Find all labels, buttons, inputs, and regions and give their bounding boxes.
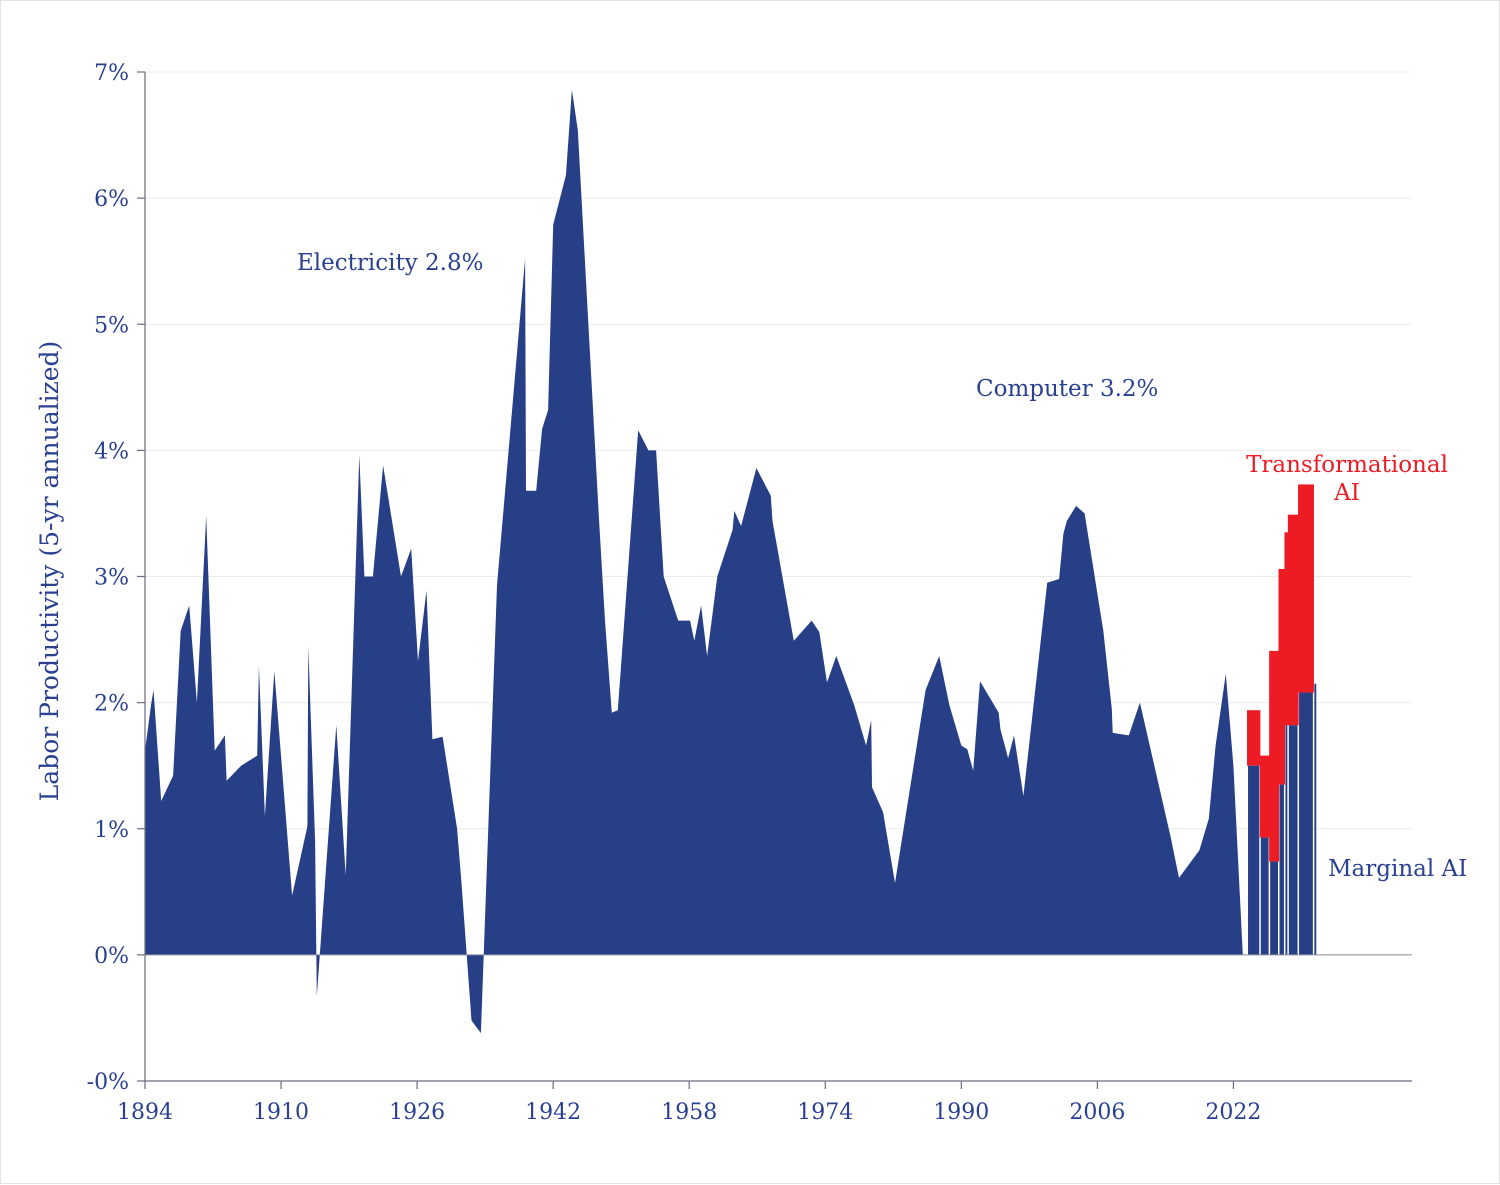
y-tick-label: 2% (94, 692, 129, 717)
marginal-ai-bar (1288, 725, 1298, 955)
y-tick-label: 3% (94, 566, 129, 591)
marginal-ai-bar (1248, 765, 1260, 955)
x-tick-label: 1910 (253, 1100, 309, 1125)
marginal-ai-bar (1270, 861, 1278, 955)
transformational-ai-bar (1284, 532, 1289, 726)
marginal-ai-bar (1279, 784, 1284, 955)
x-tick-label: 1942 (525, 1100, 581, 1125)
y-tick-label: -0% (87, 1070, 129, 1095)
x-tick-label: 2022 (1205, 1100, 1261, 1125)
x-tick-label: 1894 (117, 1100, 173, 1125)
y-tick-label: 4% (94, 439, 129, 464)
annotation-electricity: Electricity 2.8% (297, 250, 483, 276)
axes: 7% 6% 5% 4% 3% 2% 1% 0% -0% 1894 1910 1926 1942 1958 1… (87, 61, 1412, 1125)
transformational-ai-bar (1298, 484, 1314, 693)
transformational-ai-bar (1278, 568, 1286, 785)
historical-productivity-area (145, 89, 1243, 1034)
x-tick-label: 2006 (1069, 1100, 1125, 1125)
annotation-marginal-ai: Marginal AI (1328, 856, 1467, 882)
annotation-transformational-ai-line1: Transformational (1246, 452, 1448, 478)
marginal-ai-bar (1299, 692, 1313, 955)
y-tick-label: 1% (94, 818, 129, 843)
annotation-computer: Computer 3.2% (976, 376, 1158, 402)
transformational-ai-bar (1269, 650, 1280, 862)
x-tick-label: 1926 (389, 1100, 445, 1125)
marginal-ai-bar (1285, 725, 1288, 955)
x-tick-label: 1974 (797, 1100, 853, 1125)
marginal-ai-bar (1260, 837, 1269, 955)
transformational-ai-bar (1287, 514, 1299, 726)
annotation-transformational-ai-line2: AI (1333, 480, 1360, 506)
y-tick-label: 5% (94, 313, 129, 338)
x-tick-label: 1990 (933, 1100, 989, 1125)
marginal-ai-bar (1314, 683, 1317, 955)
y-axis-label: Labor Productivity (5-yr annualized) (35, 341, 64, 802)
y-tick-label: 0% (94, 944, 129, 969)
y-tick-label: 6% (94, 187, 129, 212)
chart-marks (145, 89, 1317, 1034)
transformational-ai-bar (1259, 755, 1270, 838)
x-tick-label: 1958 (661, 1100, 717, 1125)
y-tick-label: 7% (94, 61, 129, 86)
transformational-ai-bar (1247, 710, 1261, 766)
